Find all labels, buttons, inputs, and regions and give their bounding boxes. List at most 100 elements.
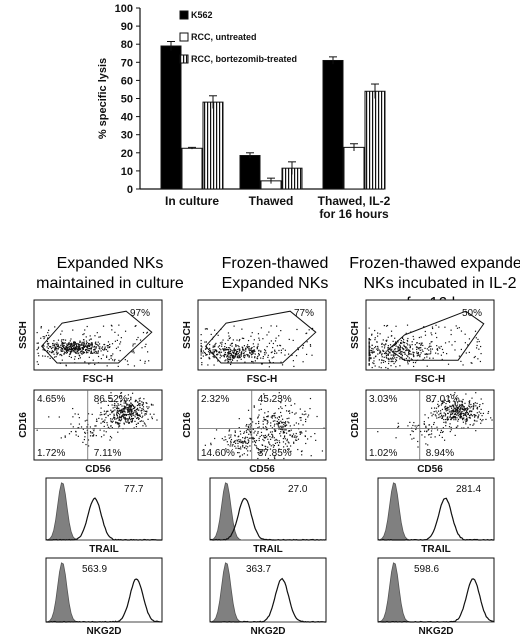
event-dot: [75, 346, 77, 348]
event-dot: [130, 415, 133, 417]
event-dot: [409, 350, 411, 353]
event-dot: [82, 347, 85, 349]
event-dot: [78, 347, 80, 349]
event-dot: [118, 424, 120, 426]
event-dot: [452, 405, 455, 407]
event-dot: [125, 408, 127, 410]
event-dot: [66, 349, 68, 352]
event-dot: [94, 346, 96, 348]
event-dot: [455, 410, 457, 412]
event-dot: [209, 347, 211, 350]
event-dot: [88, 343, 91, 345]
event-dot: [117, 431, 119, 433]
event-dot: [412, 335, 414, 338]
event-dot: [449, 423, 451, 425]
event-dot: [408, 351, 410, 353]
event-dot: [276, 325, 278, 327]
event-dot: [207, 351, 210, 353]
event-dot: [413, 338, 415, 340]
event-dot: [143, 422, 145, 424]
event-dot: [104, 346, 106, 348]
event-dot: [238, 348, 240, 350]
event-dot: [247, 446, 249, 448]
event-dot: [249, 417, 251, 419]
event-dot: [225, 353, 227, 356]
event-dot: [107, 350, 109, 352]
event-dot: [475, 430, 477, 432]
event-dot: [275, 337, 277, 339]
event-dot: [82, 346, 85, 348]
event-dot: [462, 421, 464, 423]
y-tick-label: 80: [121, 39, 133, 51]
event-dot: [462, 412, 464, 415]
event-dot: [250, 352, 252, 354]
event-dot: [446, 407, 448, 409]
event-dot: [284, 435, 286, 437]
event-dot: [53, 344, 55, 346]
event-dot: [234, 430, 236, 432]
event-dot: [64, 339, 67, 341]
event-dot: [97, 341, 99, 343]
event-dot: [229, 352, 231, 355]
event-dot: [231, 345, 233, 347]
event-dot: [418, 348, 420, 350]
y-axis-label: CD16: [18, 412, 29, 438]
event-dot: [43, 345, 45, 347]
event-dot: [257, 355, 259, 358]
event-dot: [86, 351, 88, 353]
event-dot: [85, 340, 88, 342]
event-dot: [460, 414, 462, 417]
event-dot: [279, 442, 281, 444]
event-dot: [301, 450, 303, 452]
event-dot: [450, 406, 452, 408]
event-dot: [426, 348, 428, 350]
event-dot: [379, 350, 381, 352]
event-dot: [84, 436, 86, 438]
event-dot: [279, 435, 282, 437]
event-dot: [448, 341, 450, 343]
event-dot: [134, 400, 136, 403]
event-dot: [70, 346, 72, 348]
event-dot: [47, 337, 49, 339]
event-dot: [257, 333, 260, 335]
event-dot: [249, 432, 252, 434]
event-dot: [233, 352, 235, 355]
event-dot: [449, 415, 451, 417]
event-dot: [394, 337, 396, 339]
event-dot: [424, 330, 426, 333]
event-dot: [95, 350, 97, 353]
event-dot: [385, 350, 387, 352]
event-dot: [49, 345, 52, 348]
event-dot: [478, 411, 480, 413]
event-dot: [124, 330, 127, 332]
y-tick-label: 70: [121, 57, 133, 69]
event-dot: [378, 366, 380, 368]
event-dot: [200, 350, 202, 353]
event-dot: [231, 356, 234, 358]
event-dot: [120, 337, 122, 339]
event-dot: [109, 343, 111, 346]
event-dot: [219, 354, 222, 356]
event-dot: [146, 402, 148, 405]
event-dot: [372, 348, 374, 350]
event-dot: [274, 423, 276, 425]
legend-swatch: [179, 54, 189, 64]
event-dot: [117, 407, 119, 409]
event-dot: [83, 341, 85, 343]
event-dot: [266, 416, 268, 418]
event-dot: [468, 411, 471, 413]
event-dot: [383, 347, 386, 349]
event-dot: [401, 356, 403, 358]
event-dot: [468, 403, 470, 405]
event-dot: [64, 435, 66, 437]
event-dot: [135, 410, 137, 412]
event-dot: [274, 350, 276, 353]
event-dot: [243, 354, 245, 356]
event-dot: [125, 402, 127, 404]
event-dot: [250, 418, 252, 420]
event-dot: [406, 339, 408, 342]
plot-frame: [197, 389, 327, 461]
event-dot: [40, 326, 42, 328]
event-dot: [437, 353, 439, 355]
event-dot: [78, 423, 81, 425]
